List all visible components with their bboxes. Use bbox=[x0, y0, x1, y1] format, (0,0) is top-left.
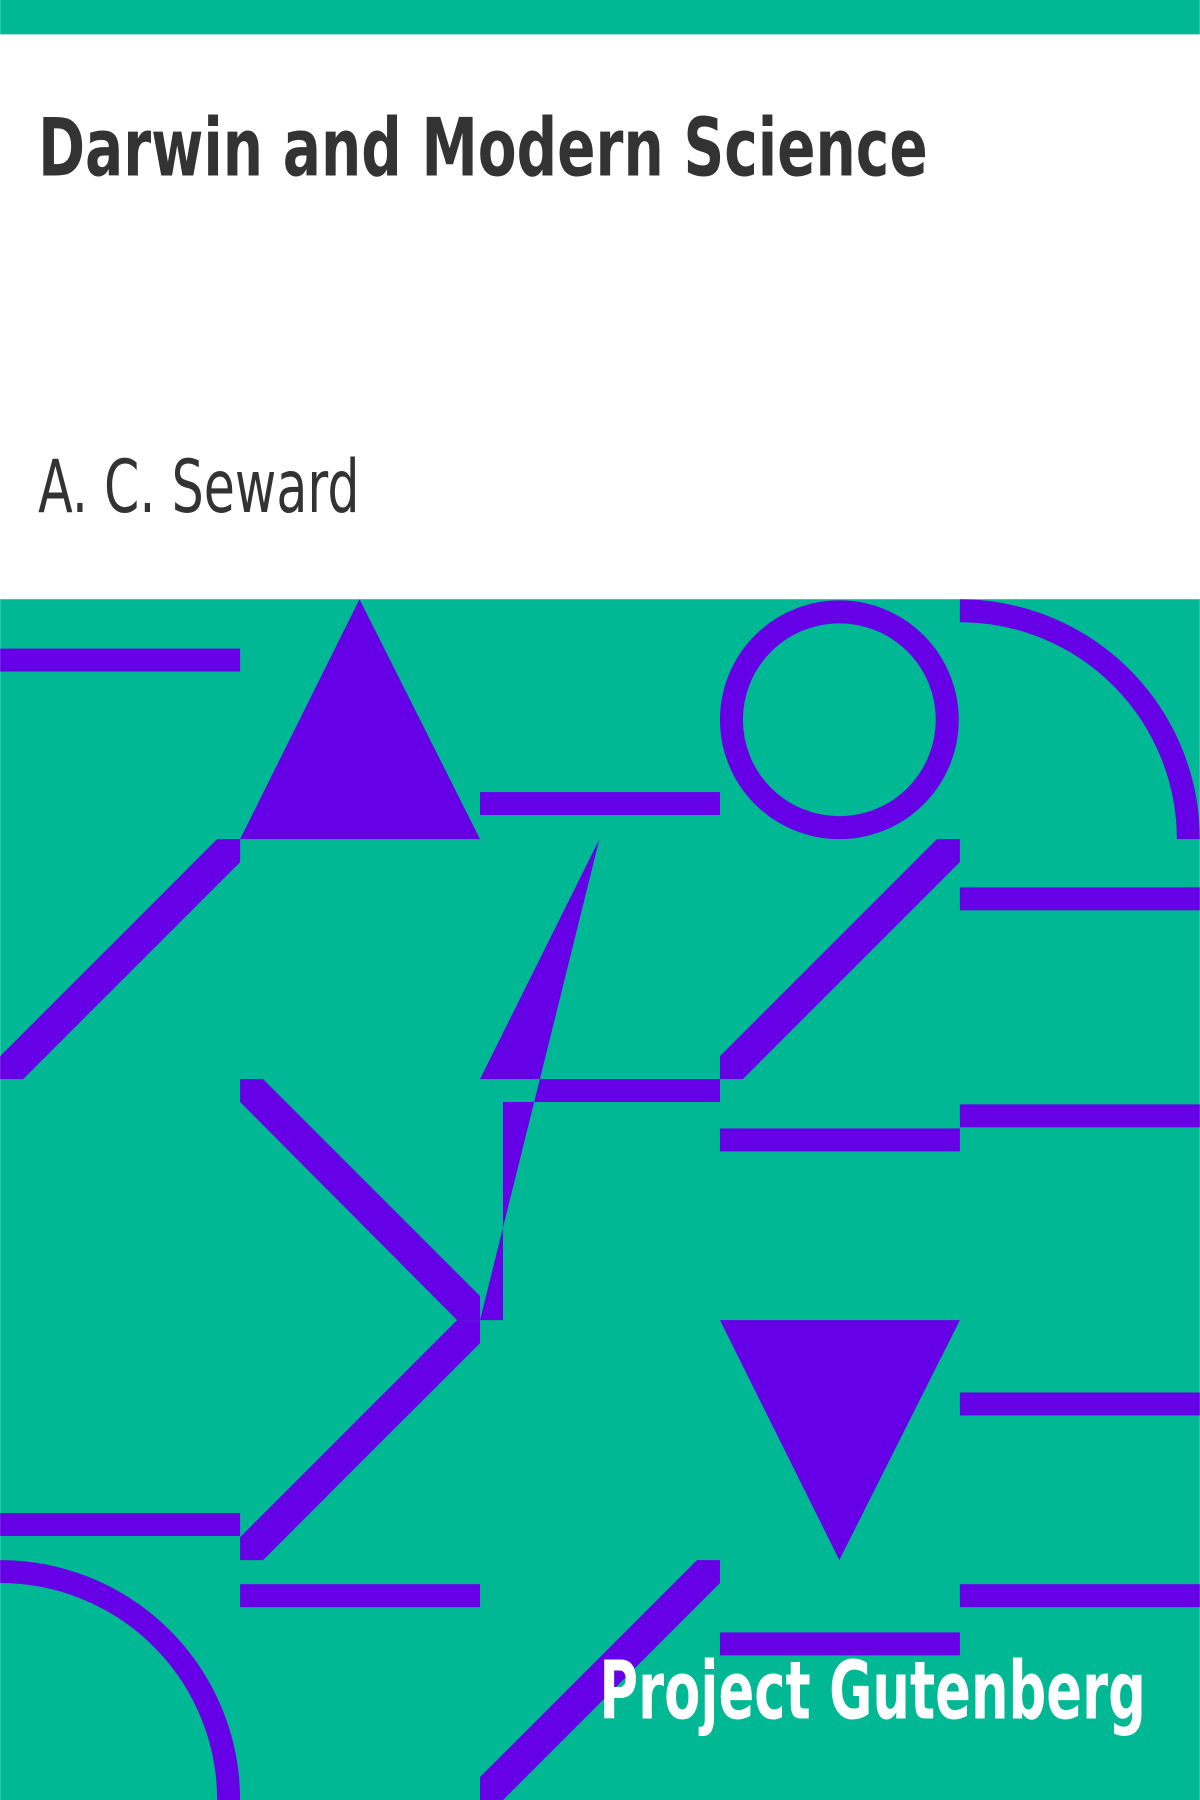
bar bbox=[959, 1584, 1200, 1608]
triangle bbox=[240, 599, 481, 840]
bar bbox=[959, 1104, 1200, 1128]
bar bbox=[240, 1584, 481, 1608]
diagonal bbox=[240, 1079, 481, 1321]
triangle bbox=[719, 1320, 960, 1561]
triangle bbox=[480, 839, 720, 1321]
bar bbox=[959, 887, 1200, 911]
bar bbox=[719, 1128, 960, 1152]
bar bbox=[0, 1513, 241, 1536]
publisher: Project Gutenberg bbox=[599, 1643, 1145, 1737]
author: A. C. Seward bbox=[38, 445, 359, 530]
title: Darwin and Modern Science bbox=[38, 101, 928, 195]
circle bbox=[719, 600, 959, 840]
bar bbox=[0, 648, 241, 672]
bar bbox=[719, 1632, 960, 1656]
diagonal bbox=[719, 839, 960, 1080]
bar bbox=[480, 792, 720, 816]
title-area bbox=[0, 34, 1200, 600]
arc bbox=[0, 1560, 241, 1800]
top-bar bbox=[0, 0, 1200, 35]
diagonal bbox=[480, 1560, 720, 1800]
pattern-background bbox=[0, 599, 1200, 1800]
bar bbox=[959, 1392, 1200, 1416]
diagonal bbox=[0, 839, 241, 1080]
diagonal bbox=[240, 1320, 481, 1561]
pattern bbox=[0, 599, 1200, 1800]
arc bbox=[959, 599, 1200, 840]
